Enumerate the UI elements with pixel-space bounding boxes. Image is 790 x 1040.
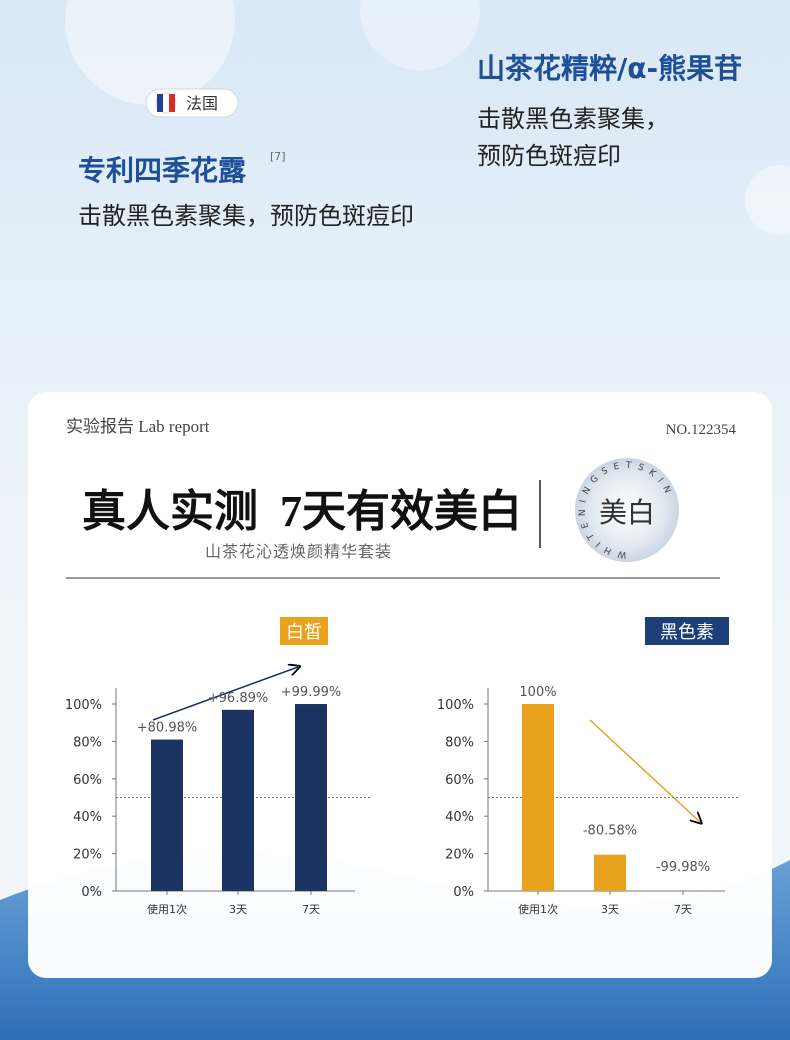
water-drop bbox=[65, 0, 235, 105]
bar bbox=[222, 709, 254, 891]
value-label: +80.98% bbox=[137, 721, 197, 736]
y-tick-label: 60% bbox=[445, 773, 474, 788]
right-text: 预防色斑痘印 bbox=[477, 143, 621, 170]
report-label: 实验报告 Lab report bbox=[66, 417, 210, 436]
left-note: [7] bbox=[270, 150, 286, 163]
seal bbox=[575, 458, 679, 562]
y-tick-label: 0% bbox=[453, 885, 474, 900]
x-tick-label: 3天 bbox=[601, 903, 619, 916]
x-tick-label: 3天 bbox=[229, 903, 247, 916]
flag-red bbox=[169, 94, 175, 112]
value-label: +99.99% bbox=[281, 685, 341, 700]
x-tick-label: 7天 bbox=[302, 903, 320, 916]
flag-blue bbox=[157, 94, 163, 112]
annotation: -80.58% bbox=[583, 824, 637, 839]
annotation: 100% bbox=[519, 685, 556, 700]
report-subtitle: 山茶花沁透焕颜精华套装 bbox=[205, 542, 392, 561]
right-title: 山茶花精粹/α-熊果苷 bbox=[477, 52, 742, 85]
seal-text: 美白 bbox=[599, 497, 655, 529]
badge-text: 法国 bbox=[186, 94, 218, 113]
bar bbox=[522, 704, 554, 891]
chart-title: 黑色素 bbox=[660, 622, 714, 643]
x-tick-label: 7天 bbox=[674, 903, 692, 916]
right-text: 击散黑色素聚集， bbox=[477, 106, 669, 133]
chart-title-box bbox=[645, 617, 729, 645]
y-tick-label: 0% bbox=[81, 885, 102, 900]
bar bbox=[295, 704, 327, 891]
report-title: 真人实测 7天有效美白 bbox=[82, 487, 522, 536]
y-tick-label: 80% bbox=[445, 735, 474, 750]
left-title: 专利四季花露 bbox=[78, 154, 247, 187]
value-label: +96.89% bbox=[208, 691, 268, 706]
left-text: 击散黑色素聚集，预防色斑痘印 bbox=[78, 203, 414, 230]
y-tick-label: 20% bbox=[445, 848, 474, 863]
trend-arrow bbox=[589, 719, 700, 822]
y-tick-label: 40% bbox=[73, 810, 102, 825]
chart-title: 白皙 bbox=[286, 622, 322, 643]
water-drop bbox=[745, 165, 790, 235]
bar bbox=[594, 854, 626, 891]
y-tick-label: 40% bbox=[445, 810, 474, 825]
y-tick-label: 80% bbox=[73, 735, 102, 750]
y-tick-label: 100% bbox=[437, 698, 474, 713]
x-tick-label: 使用1次 bbox=[147, 902, 187, 916]
bar bbox=[151, 739, 183, 891]
y-tick-label: 60% bbox=[73, 773, 102, 788]
y-tick-label: 100% bbox=[65, 698, 102, 713]
water-drop bbox=[360, 0, 480, 70]
report-number: NO.122354 bbox=[666, 422, 737, 438]
annotation: -99.98% bbox=[656, 860, 710, 875]
trend-arrow bbox=[152, 667, 298, 721]
y-tick-label: 20% bbox=[73, 848, 102, 863]
chart-title-box bbox=[280, 617, 328, 645]
x-tick-label: 使用1次 bbox=[518, 902, 558, 916]
